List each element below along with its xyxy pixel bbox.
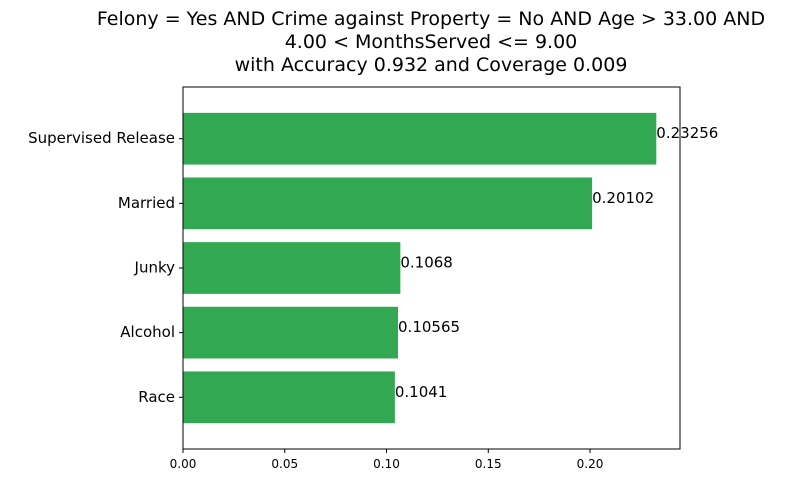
y-tick-label: Alcohol	[120, 323, 175, 341]
y-tick-label: Married	[118, 194, 175, 212]
x-tick-label: 0.00	[170, 457, 197, 471]
y-tick-label: Junky	[134, 259, 176, 277]
x-tick-label: 0.20	[577, 457, 604, 471]
x-axis: 0.00 0.05 0.10 0.15 0.20	[170, 449, 604, 471]
bar-value-label: 0.20102	[592, 189, 654, 207]
value-labels-layer: 0.23256 0.20102 0.1068 0.10565 0.1041	[395, 124, 718, 401]
bar	[183, 112, 657, 165]
bars-layer	[183, 112, 657, 424]
bar	[183, 242, 401, 294]
bar	[183, 371, 395, 424]
x-tick-label: 0.05	[271, 457, 298, 471]
y-axis: Supervised Release Married Junky Alcohol Rac…	[28, 129, 183, 406]
y-tick-label: Race	[138, 388, 175, 406]
chart-title-line-3: with Accuracy 0.932 and Coverage 0.009	[234, 54, 628, 76]
chart-title-line-2: 4.00 < MonthsServed <= 9.00	[284, 31, 578, 53]
bar-value-label: 0.23256	[656, 124, 718, 142]
x-tick-label: 0.10	[373, 457, 400, 471]
y-tick-label: Supervised Release	[28, 129, 175, 147]
bar-value-label: 0.1068	[400, 254, 453, 272]
bar	[183, 306, 399, 359]
bar-value-label: 0.10565	[398, 318, 460, 336]
x-tick-label: 0.15	[475, 457, 502, 471]
bar-value-label: 0.1041	[395, 383, 448, 401]
bar	[183, 177, 593, 230]
chart-title-line-1: Felony = Yes AND Crime against Property …	[96, 8, 766, 30]
